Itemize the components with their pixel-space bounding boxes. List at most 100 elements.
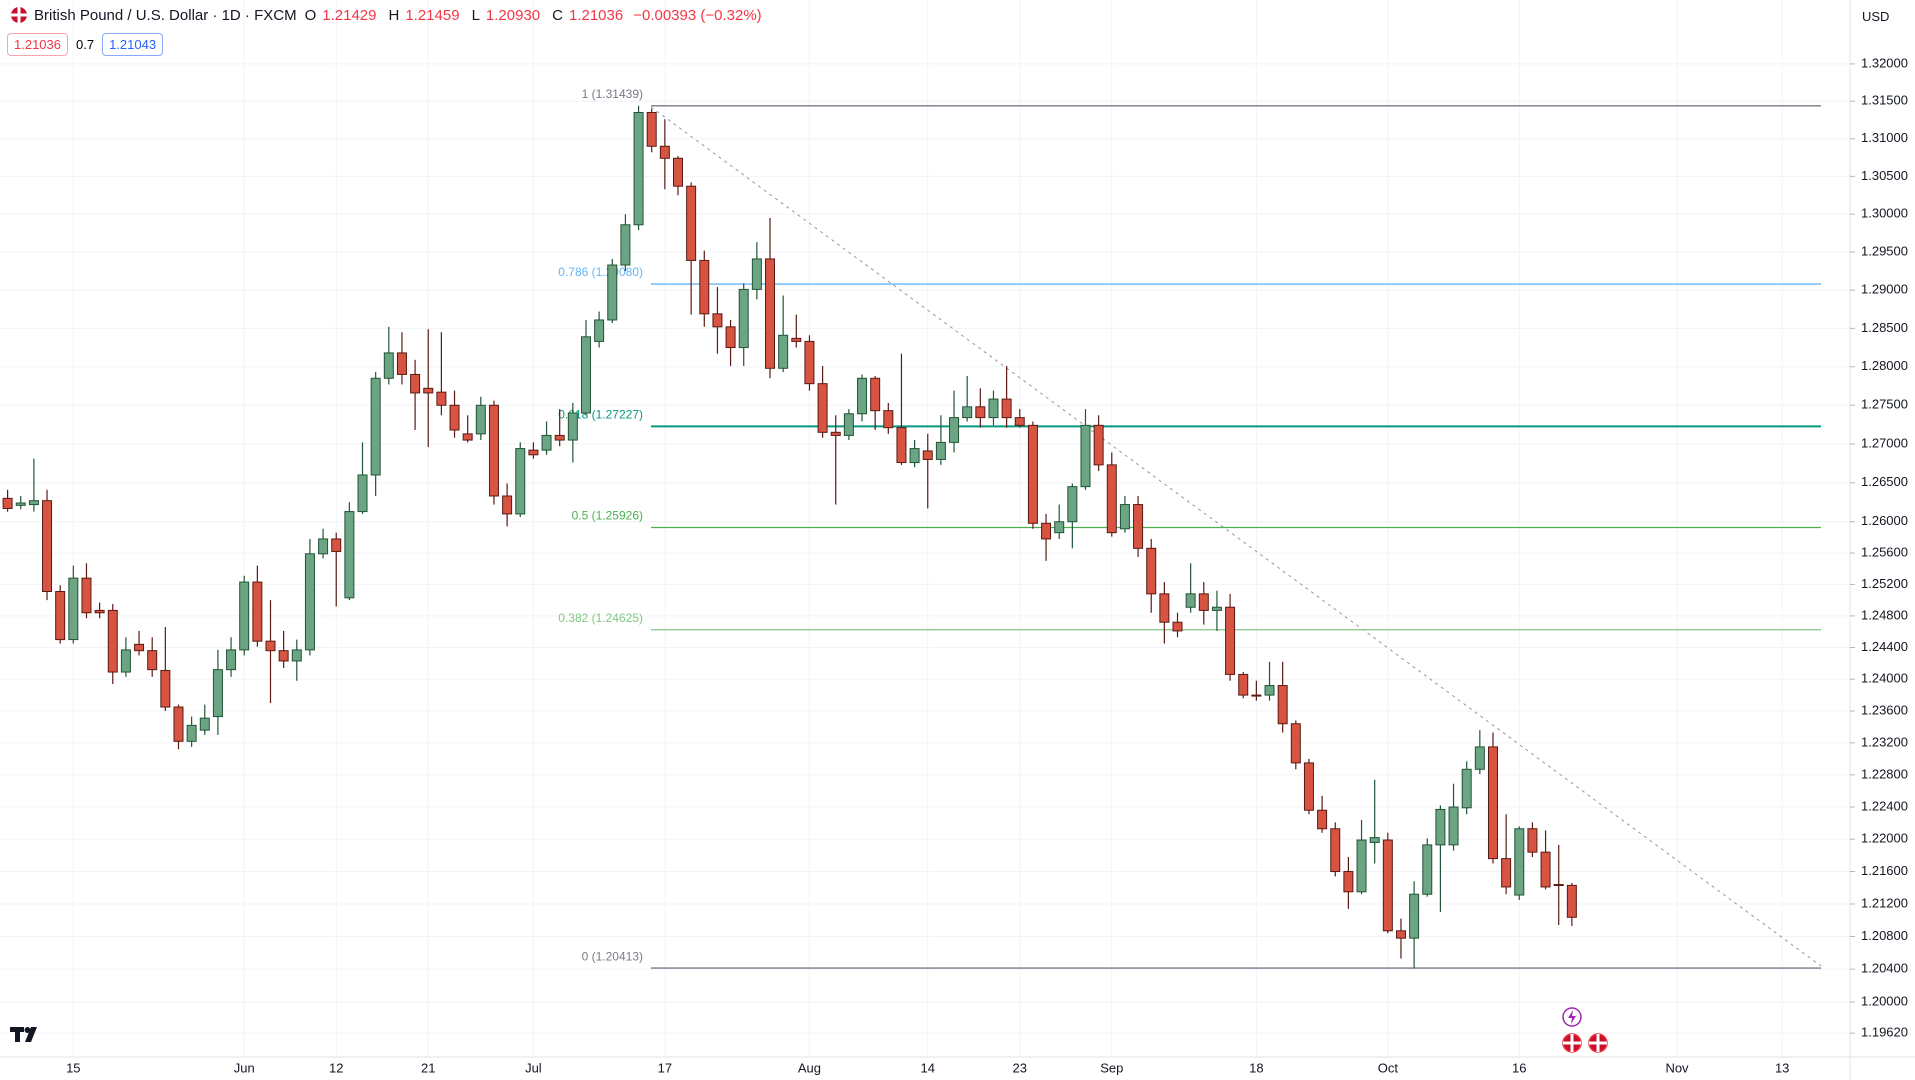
candle-body (396, 352, 407, 375)
flag-cross (1589, 1034, 1607, 1052)
x-tick-label: 23 (1013, 1060, 1027, 1075)
tv-logo (10, 1027, 37, 1042)
candle-body (1172, 621, 1183, 632)
y-tick-label: 1.27000 (1861, 435, 1908, 450)
candle-body (659, 145, 670, 159)
candle-body (1422, 844, 1433, 895)
y-tick-label: 1.26000 (1861, 513, 1908, 528)
y-tick-label: 1.24000 (1861, 671, 1908, 686)
y-tick-label: 1.25600 (1861, 544, 1908, 559)
candle-body (2, 497, 13, 509)
candle-body (962, 406, 973, 419)
candle-body (515, 448, 526, 515)
logo-part (24, 1027, 31, 1033)
candle-body (607, 264, 618, 321)
candle-body (633, 111, 644, 226)
candle-body (580, 336, 591, 414)
y-tick-label: 1.29500 (1861, 244, 1908, 259)
candle-body (870, 377, 881, 412)
candle-body (1395, 930, 1406, 939)
candle-body (107, 609, 118, 673)
candle-body (1382, 839, 1393, 932)
candle-body (134, 643, 145, 652)
candle-body (1527, 828, 1538, 853)
y-tick-label: 1.30000 (1861, 206, 1908, 221)
candle-body (1303, 762, 1314, 811)
y-tick-label: 1.31500 (1861, 93, 1908, 108)
candle-body (199, 717, 210, 731)
candle-body (1159, 593, 1170, 623)
candle-body (672, 157, 683, 187)
candle-body (265, 640, 276, 652)
candle-body (554, 434, 565, 441)
flag-cross (1563, 1034, 1581, 1052)
y-tick-label: 1.24800 (1861, 607, 1908, 622)
grid (0, 0, 1850, 1057)
candle-body (94, 609, 105, 614)
candle-body (502, 495, 513, 515)
buy-price[interactable]: 1.21043 (102, 33, 164, 56)
y-tick-label: 1.22400 (1861, 798, 1908, 813)
x-tick-label: 14 (921, 1060, 935, 1075)
candle-body (778, 334, 789, 369)
candle-body (410, 373, 421, 394)
candle-body (1264, 685, 1275, 696)
candle-body (1343, 871, 1354, 893)
y-tick-label: 1.23600 (1861, 702, 1908, 717)
sell-price[interactable]: 1.21036 (7, 33, 68, 56)
candle-body (567, 412, 578, 441)
ohlc-value: 1.21459 (405, 6, 460, 24)
x-tick-label: 16 (1512, 1060, 1526, 1075)
candle-body (226, 649, 237, 671)
trend-line (650, 106, 1822, 967)
candle-body (1448, 806, 1459, 846)
candle-body (528, 449, 539, 456)
candle-body (1027, 424, 1038, 524)
candle-body (896, 427, 907, 464)
x-tick-label: 21 (421, 1060, 435, 1075)
fib-label: 0 (1.20413) (582, 949, 643, 963)
candle-body (712, 313, 723, 328)
candle-body (1330, 828, 1341, 873)
y-tick-label: 1.26500 (1861, 474, 1908, 489)
candle-body (1461, 768, 1472, 809)
y-tick-label: 1.21600 (1861, 863, 1908, 878)
currency[interactable]: USD (1862, 9, 1890, 24)
symbol-title[interactable]: British Pound / U.S. Dollar · 1D · FXCM (34, 6, 297, 24)
candle-body (1225, 606, 1236, 675)
fib-label: 0.786 (1.29080) (558, 265, 643, 279)
candle-body (1054, 521, 1065, 534)
symbol-flag-cross (11, 7, 27, 23)
candle-body (620, 224, 631, 266)
candle-body (1014, 417, 1025, 426)
ohlc-value: 1.21429 (322, 6, 377, 24)
x-tick-label: Nov (1665, 1060, 1689, 1075)
candle-body (291, 649, 302, 662)
y-tick-label: 1.32000 (1861, 55, 1908, 70)
candle-body (1211, 606, 1222, 611)
candle-body (765, 258, 776, 369)
spread: 0.7 (76, 37, 95, 52)
x-tick-label: Jul (525, 1060, 542, 1075)
event-icons (1562, 1007, 1608, 1053)
candle-body (331, 538, 342, 552)
candle-body (1080, 424, 1091, 488)
x-tick-label: Oct (1378, 1060, 1399, 1075)
candle-body (1540, 851, 1551, 888)
candle-body (843, 413, 854, 436)
candle-body (1290, 723, 1301, 764)
candle-body (1566, 884, 1577, 918)
candle-body (1001, 398, 1012, 419)
x-tick-label: 15 (66, 1060, 80, 1075)
candle-body (1356, 839, 1367, 893)
candle-body (1277, 685, 1288, 725)
candle-body (1198, 593, 1209, 611)
candle-body (830, 431, 841, 436)
candle-body (988, 398, 999, 419)
y-tick-label: 1.28500 (1861, 320, 1908, 335)
candle-body (751, 258, 762, 290)
candle-body (423, 387, 434, 394)
ohlc-label: C (552, 6, 563, 24)
candle-body (804, 340, 815, 385)
